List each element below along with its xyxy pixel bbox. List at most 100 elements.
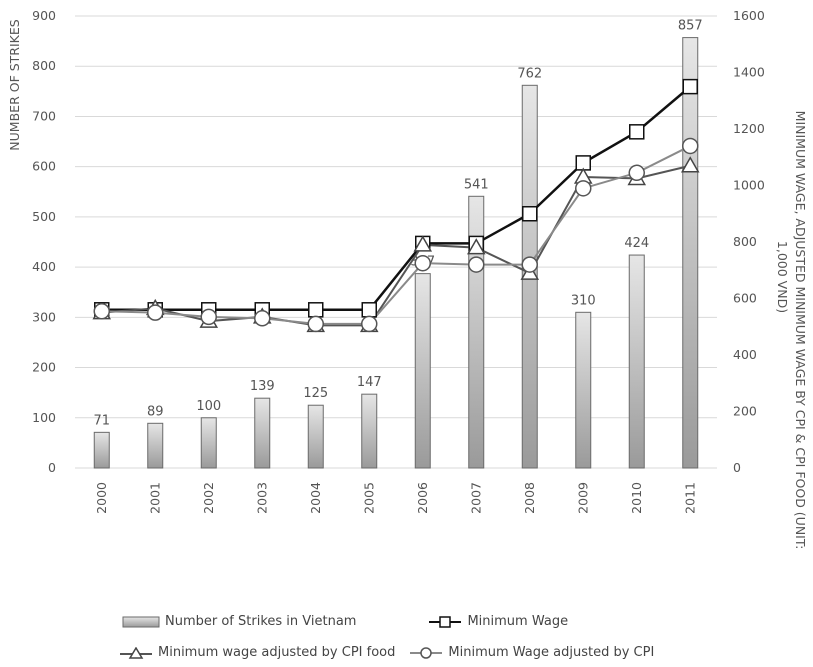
left-tick-label: 900 xyxy=(32,8,56,23)
bar-value-label: 71 xyxy=(93,413,110,428)
bar xyxy=(575,311,592,469)
x-tick-label: 2001 xyxy=(147,482,162,514)
left-axis-ticks: 0 100 200 300 400 500 600 700 800 900 xyxy=(32,8,56,475)
series-line xyxy=(101,85,692,312)
legend-label-strikes: Number of Strikes in Vietnam xyxy=(165,614,357,629)
left-tick-label: 700 xyxy=(32,108,56,123)
circle-marker xyxy=(93,302,110,320)
right-tick-label: 400 xyxy=(733,347,757,362)
right-tick-label: 200 xyxy=(733,404,757,419)
circle-marker xyxy=(307,315,324,333)
bar-value-label: 857 xyxy=(678,19,703,34)
x-tick-label: 2000 xyxy=(94,482,109,514)
bar-value-label: 125 xyxy=(303,386,328,401)
x-tick-label: 2011 xyxy=(682,482,697,514)
legend-square-marker-icon xyxy=(429,615,462,628)
square-marker xyxy=(308,302,324,318)
bar-value-label: 310 xyxy=(571,293,596,308)
line-series xyxy=(92,78,700,333)
circle-marker xyxy=(414,254,431,272)
right-tick-label: 0 xyxy=(733,460,741,475)
bar xyxy=(682,37,699,469)
triangle-marker xyxy=(413,235,433,252)
legend-circle-marker-icon xyxy=(410,646,443,659)
right-tick-label: 1200 xyxy=(733,121,765,136)
x-tick-label: 2008 xyxy=(522,482,537,514)
gridlines xyxy=(75,15,717,469)
circle-marker xyxy=(682,137,699,155)
bar-value-label: 100 xyxy=(196,399,221,414)
series-line xyxy=(101,145,691,325)
legend-bar-swatch xyxy=(122,616,160,627)
legend-row-2: Minimum wage adjusted by CPI food Minimu… xyxy=(119,645,668,660)
left-tick-label: 600 xyxy=(32,159,56,174)
circle-marker xyxy=(361,315,378,333)
bar xyxy=(200,417,217,469)
legend-label-cpi-food: Minimum wage adjusted by CPI food xyxy=(158,645,396,660)
left-tick-label: 400 xyxy=(32,259,56,274)
left-tick-label: 100 xyxy=(32,410,56,425)
square-marker xyxy=(522,206,538,222)
bar xyxy=(307,404,324,469)
right-tick-label: 1600 xyxy=(733,8,765,23)
x-tick-label: 2005 xyxy=(361,482,376,514)
right-tick-label: 1400 xyxy=(733,65,765,80)
bar xyxy=(254,397,271,469)
right-axis-title-line2: 1,000 VND) xyxy=(775,241,790,313)
x-tick-label: 2009 xyxy=(575,482,590,514)
left-tick-label: 800 xyxy=(32,58,56,73)
circle-marker xyxy=(147,304,164,321)
legend-item-strikes: Number of Strikes in Vietnam xyxy=(122,614,356,629)
x-tick-label: 2010 xyxy=(629,482,644,514)
right-axis-title-line1: MINIMUM WAGE, ADJUSTED MINIMUM WAGE BY C… xyxy=(793,111,808,550)
circle-marker xyxy=(521,256,538,273)
legend-triangle-marker-icon xyxy=(120,646,152,659)
left-tick-label: 200 xyxy=(32,360,56,375)
x-tick-label: 2007 xyxy=(468,482,483,514)
square-marker xyxy=(629,124,645,140)
legend-item-min-wage: Minimum Wage xyxy=(428,614,568,629)
bar-series xyxy=(93,37,699,469)
circle-marker xyxy=(468,256,485,273)
triangle-marker xyxy=(466,238,486,255)
left-tick-label: 300 xyxy=(32,309,56,324)
bar xyxy=(93,431,110,469)
legend-label-min-wage: Minimum Wage xyxy=(467,614,569,629)
bar-value-label: 147 xyxy=(357,375,382,390)
bar-value-label: 541 xyxy=(464,177,489,192)
bar-data-labels: 7189100139125147387541762310424857 xyxy=(93,19,702,429)
legend-row-1: Number of Strikes in Vietnam Minimum Wag… xyxy=(122,614,582,629)
legend-item-cpi: Minimum Wage adjusted by CPI xyxy=(409,645,654,660)
bar xyxy=(628,254,645,469)
left-tick-label: 500 xyxy=(32,209,56,224)
right-tick-label: 1000 xyxy=(733,178,765,193)
bar-value-label: 139 xyxy=(250,379,275,394)
circle-marker xyxy=(628,164,645,182)
bar-value-label: 762 xyxy=(517,66,542,81)
triangle-marker xyxy=(680,156,700,173)
circle-marker xyxy=(254,310,271,327)
right-tick-label: 600 xyxy=(733,291,757,306)
circle-marker xyxy=(200,308,217,326)
right-tick-label: 800 xyxy=(733,234,757,249)
square-marker xyxy=(361,302,377,318)
left-axis-title: NUMBER OF STRIKES xyxy=(7,19,22,150)
x-tick-label: 2002 xyxy=(201,482,216,514)
left-tick-label: 0 xyxy=(48,460,56,475)
x-tick-label: 2003 xyxy=(254,482,269,514)
x-tick-label: 2004 xyxy=(308,482,323,514)
right-axis-ticks: 0 200 400 600 800 1000 1200 1400 1600 xyxy=(733,8,765,475)
x-axis-ticks: 2000 2001 2002 2003 2004 2005 2006 2007 2008 2009… xyxy=(94,482,698,514)
bar-value-label: 89 xyxy=(147,404,164,419)
x-tick-label: 2006 xyxy=(415,482,430,514)
circle-marker xyxy=(575,180,592,197)
bar xyxy=(147,422,164,469)
legend-label-cpi: Minimum Wage adjusted by CPI xyxy=(448,645,655,660)
bar xyxy=(361,393,378,469)
square-marker xyxy=(682,78,698,95)
legend-item-cpi-food: Minimum wage adjusted by CPI food xyxy=(119,645,395,660)
bar xyxy=(414,273,431,469)
bar-value-label: 424 xyxy=(624,236,649,251)
series-line xyxy=(101,164,691,327)
